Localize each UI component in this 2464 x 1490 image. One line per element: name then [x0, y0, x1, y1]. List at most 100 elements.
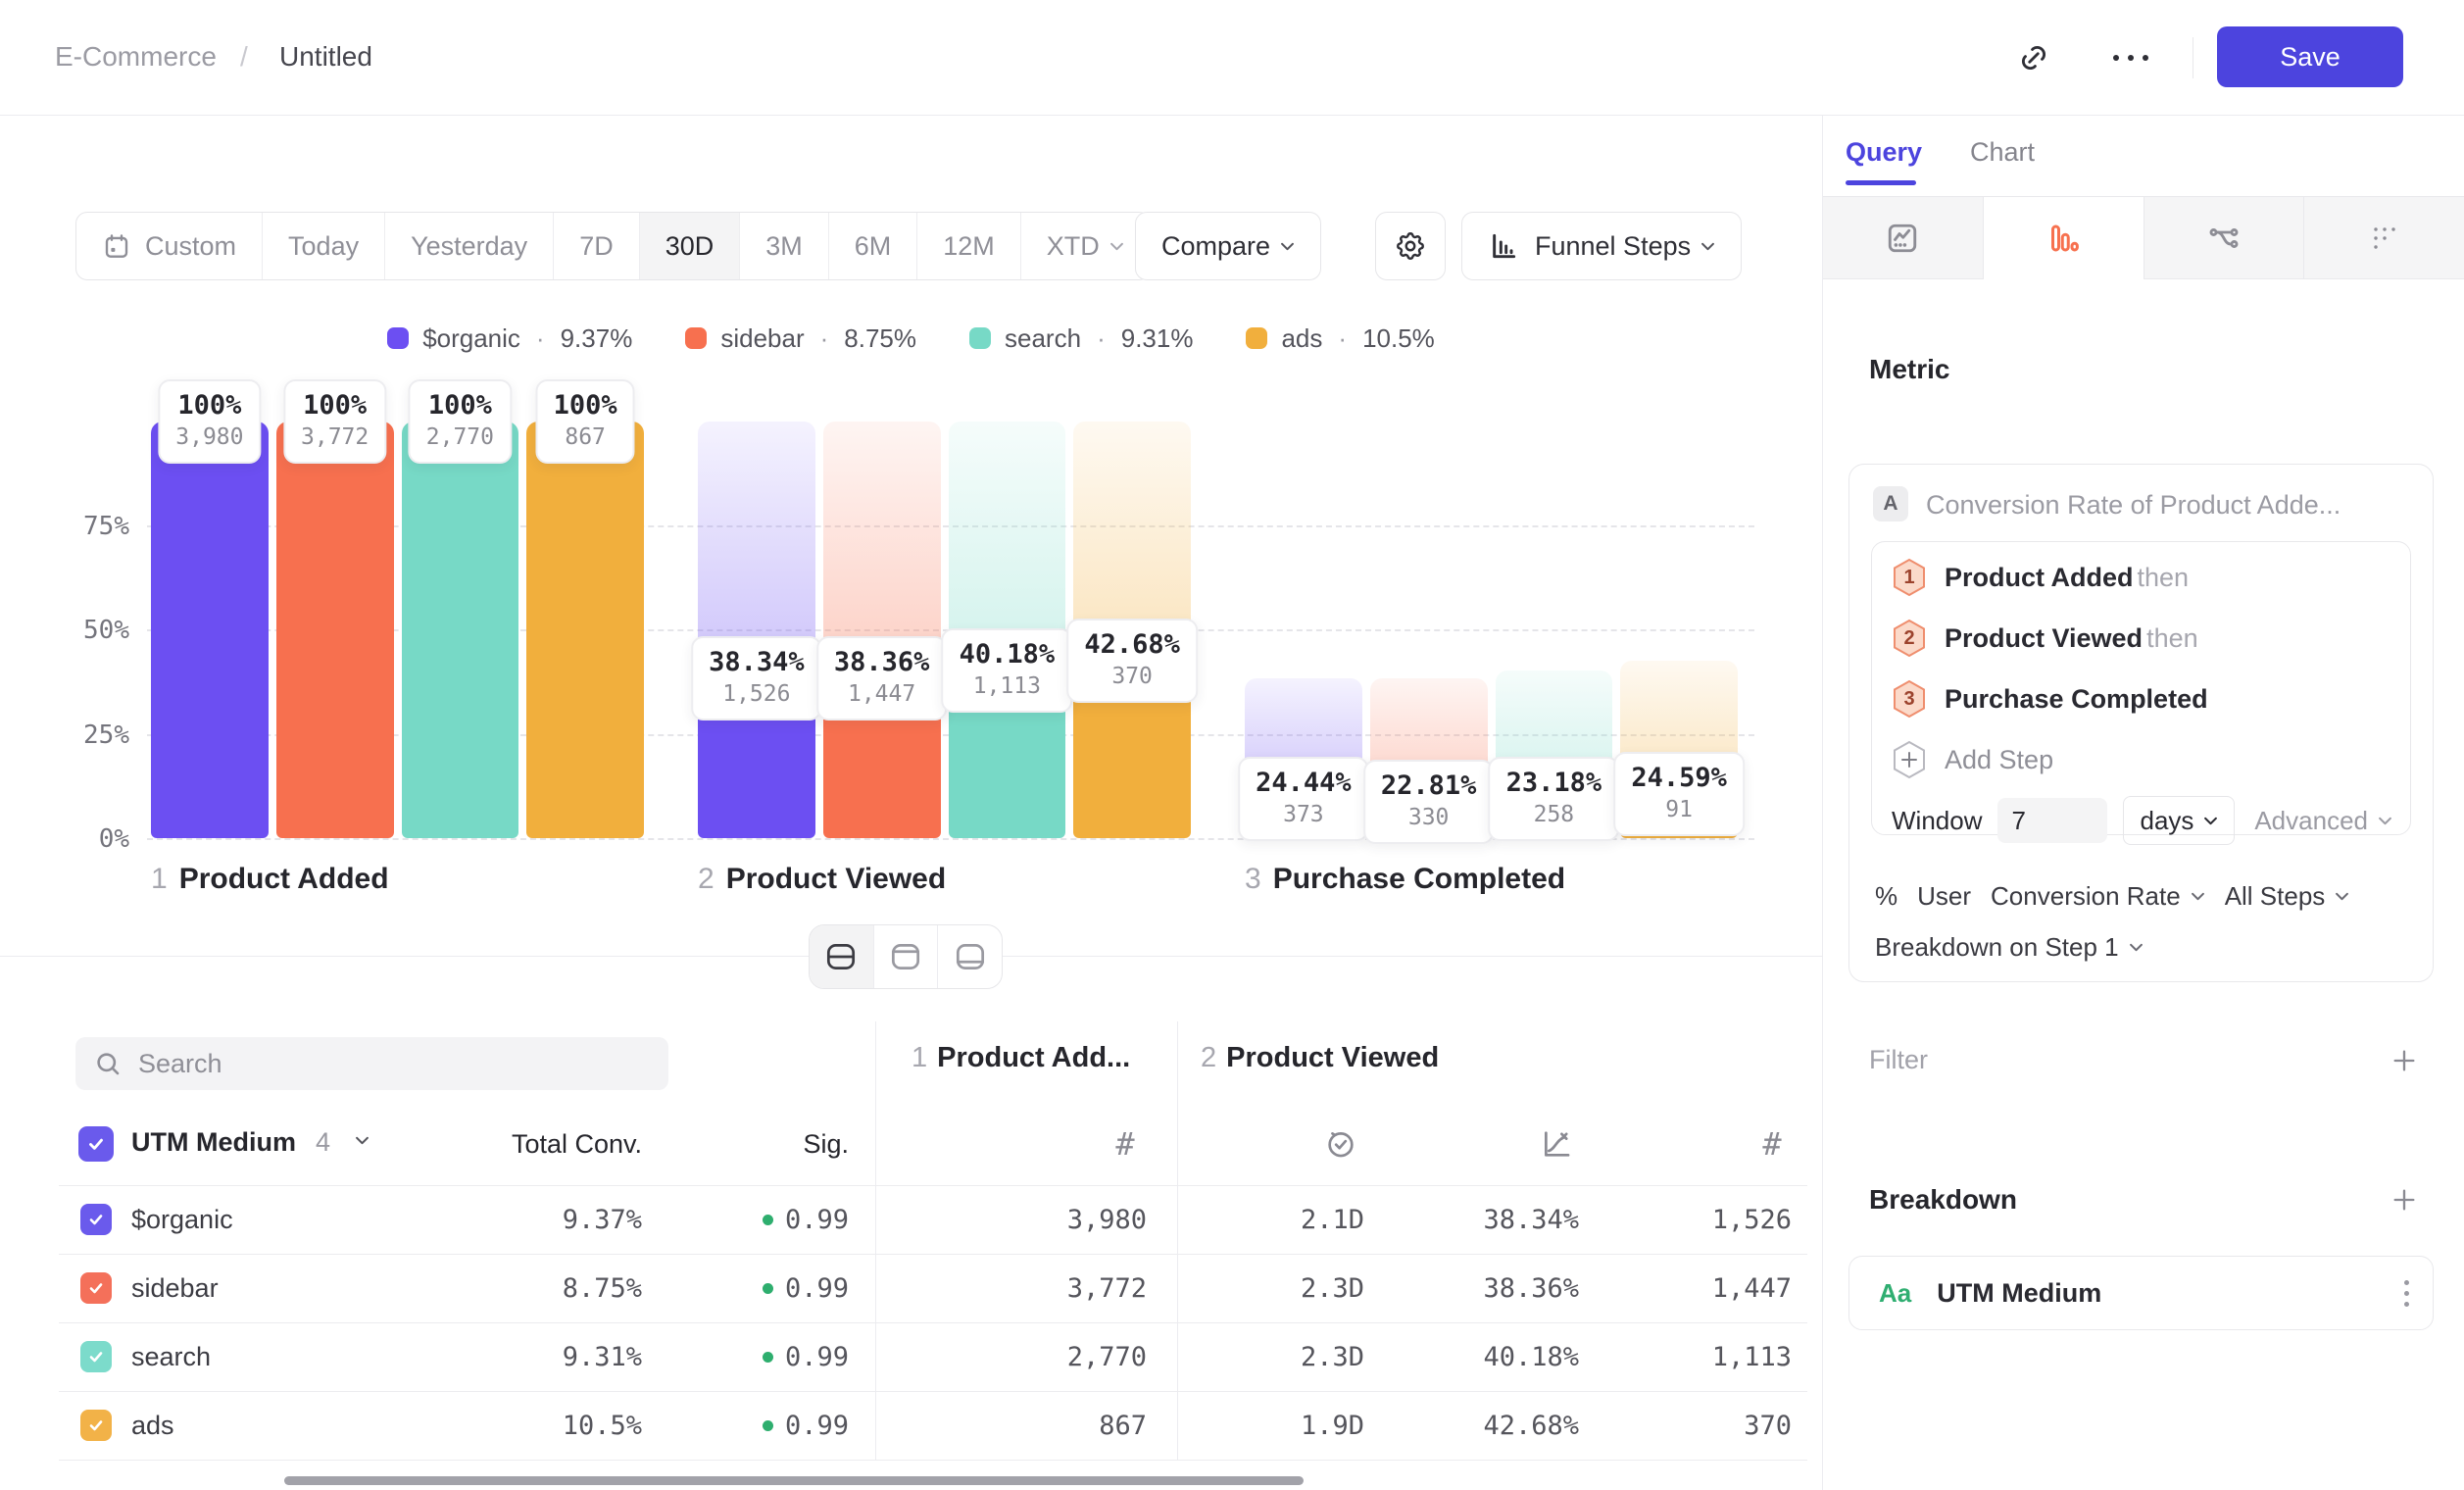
- row-checkbox[interactable]: [80, 1410, 112, 1441]
- breakdown-on-step-selector[interactable]: Breakdown on Step 1: [1875, 927, 2144, 967]
- step2-conv-value: 40.18%: [1411, 1322, 1579, 1391]
- steps-scope-selector[interactable]: All Steps: [2225, 881, 2350, 912]
- funnel-bar[interactable]: 100%2,770: [402, 422, 519, 838]
- significance-value: 0.99: [745, 1185, 849, 1254]
- select-all-checkbox[interactable]: [78, 1126, 114, 1162]
- row-checkbox[interactable]: [80, 1272, 112, 1304]
- step1-count: 867: [970, 1391, 1147, 1460]
- funnel-step-item-2[interactable]: 2 Product Viewedthen: [1872, 608, 2410, 669]
- funnel-bar[interactable]: 24.59%91: [1620, 422, 1738, 838]
- tab-chart[interactable]: Chart: [1970, 137, 2035, 168]
- add-filter-button[interactable]: [2390, 1047, 2418, 1074]
- bar-value-chip: 38.34%1,526: [691, 636, 822, 720]
- layout-split-button[interactable]: [810, 925, 874, 988]
- insights-report-tab[interactable]: [1823, 197, 1984, 278]
- compare-button[interactable]: Compare: [1135, 212, 1321, 280]
- horizontal-scrollbar-thumb[interactable]: [284, 1476, 1304, 1485]
- copy-link-button[interactable]: [2006, 30, 2061, 85]
- search-input[interactable]: [138, 1049, 628, 1079]
- funnel-converted-bar: [276, 422, 394, 838]
- funnel-step-item-1[interactable]: 1 Product Addedthen: [1872, 547, 2410, 608]
- funnel-bar[interactable]: 24.44%373: [1245, 422, 1362, 838]
- breadcrumb-page-title[interactable]: Untitled: [279, 41, 372, 73]
- layout-table-only-button[interactable]: [938, 925, 1002, 988]
- avg-time-column-icon[interactable]: [1311, 1120, 1370, 1167]
- date-range-12m[interactable]: 12M: [917, 213, 1021, 279]
- date-range-3m[interactable]: 3M: [740, 213, 829, 279]
- filter-section: Filter: [1869, 1045, 2418, 1075]
- add-step-button[interactable]: Add Step: [1872, 729, 2410, 790]
- funnel-step-item-3[interactable]: 3 Purchase Completed: [1872, 669, 2410, 729]
- funnel-bar[interactable]: 42.68%370: [1073, 422, 1191, 838]
- bar-value-chip: 22.81%330: [1363, 760, 1495, 844]
- funnel-bar[interactable]: 40.18%1,113: [949, 422, 1066, 838]
- date-range-6m[interactable]: 6M: [829, 213, 918, 279]
- date-range-custom[interactable]: Custom: [76, 213, 263, 279]
- funnel-bar[interactable]: 100%867: [526, 422, 644, 838]
- row-checkbox[interactable]: [80, 1204, 112, 1235]
- legend-item[interactable]: $organic·9.37%: [387, 323, 632, 354]
- app-window: E-Commerce / Untitled Save: [0, 0, 2464, 1490]
- chevron-down-icon[interactable]: [345, 1136, 370, 1145]
- date-range-today[interactable]: Today: [263, 213, 385, 279]
- total-conv-value: 9.37%: [470, 1185, 642, 1254]
- funnel-converted-bar: [402, 422, 519, 838]
- conversion-column-icon[interactable]: [1527, 1120, 1586, 1167]
- count-column-icon[interactable]: #: [1096, 1120, 1155, 1167]
- funnels-report-tab[interactable]: [1984, 197, 2144, 279]
- bar-value-chip: 100%867: [536, 379, 635, 464]
- flows-icon: [2206, 221, 2242, 256]
- entity-selector[interactable]: User: [1917, 881, 1971, 912]
- date-range-xtd[interactable]: XTD: [1021, 213, 1150, 279]
- query-sidebar: Query Chart: [1822, 116, 2464, 1490]
- table-row-organic[interactable]: $organic 9.37% 0.99 3,980 2.1D 38.34% 1,…: [0, 1185, 1822, 1254]
- date-range-yesterday[interactable]: Yesterday: [385, 213, 554, 279]
- save-button[interactable]: Save: [2217, 26, 2403, 87]
- chart-view-selector[interactable]: Funnel Steps: [1461, 212, 1742, 280]
- count-column-icon[interactable]: #: [1743, 1120, 1801, 1167]
- step-axis-label-1: 1Product Added: [151, 863, 389, 896]
- avg-time-value: 2.3D: [1215, 1322, 1364, 1391]
- significance-header[interactable]: Sig.: [745, 1120, 849, 1167]
- flows-report-tab[interactable]: [2144, 197, 2305, 278]
- breakdown-column-header[interactable]: UTM Medium: [131, 1127, 296, 1158]
- y-tick-0: 0%: [57, 824, 129, 854]
- legend-swatch: [1246, 327, 1267, 349]
- funnel-bar[interactable]: 100%3,980: [151, 422, 269, 838]
- string-property-icon: Aa: [1879, 1278, 1911, 1309]
- window-unit-select[interactable]: days: [2123, 796, 2235, 845]
- retention-icon: [2367, 221, 2402, 256]
- chart-settings-button[interactable]: [1375, 212, 1446, 280]
- add-breakdown-button[interactable]: [2390, 1186, 2418, 1214]
- filter-heading: Filter: [1869, 1045, 1928, 1075]
- breadcrumb-project[interactable]: E-Commerce: [55, 41, 217, 73]
- kebab-menu-icon[interactable]: [2404, 1280, 2409, 1307]
- legend-item[interactable]: sidebar·8.75%: [685, 323, 916, 354]
- funnel-bar[interactable]: 22.81%330: [1370, 422, 1488, 838]
- table-row-sidebar[interactable]: sidebar 8.75% 0.99 3,772 2.3D 38.36% 1,4…: [0, 1254, 1822, 1322]
- retention-report-tab[interactable]: [2304, 197, 2464, 278]
- layout-chart-only-button[interactable]: [874, 925, 939, 988]
- row-checkbox[interactable]: [80, 1341, 112, 1372]
- funnel-bar[interactable]: 23.18%258: [1496, 422, 1613, 838]
- table-row-search[interactable]: search 9.31% 0.99 2,770 2.3D 40.18% 1,11…: [0, 1322, 1822, 1391]
- metric-summary[interactable]: Conversion Rate of Product Adde...: [1926, 490, 2341, 521]
- more-options-button[interactable]: [2103, 30, 2158, 85]
- legend-item[interactable]: ads·10.5%: [1246, 323, 1434, 354]
- window-value-input[interactable]: [1997, 798, 2107, 843]
- date-range-7d[interactable]: 7D: [554, 213, 640, 279]
- metric-type-selector[interactable]: Conversion Rate: [1991, 881, 2205, 912]
- tab-query[interactable]: Query: [1846, 137, 1922, 168]
- legend-item[interactable]: search·9.31%: [969, 323, 1193, 354]
- funnel-bar[interactable]: 100%3,772: [276, 422, 394, 838]
- breakdown-item[interactable]: Aa UTM Medium: [1848, 1256, 2434, 1330]
- funnel-bar[interactable]: 38.36%1,447: [823, 422, 941, 838]
- chevron-down-icon: [2129, 943, 2144, 952]
- bar-value-chip: 24.59%91: [1613, 752, 1745, 836]
- funnel-bar[interactable]: 38.34%1,526: [698, 422, 815, 838]
- date-range-30d-selected[interactable]: 30D: [640, 213, 741, 279]
- advanced-toggle[interactable]: Advanced: [2254, 806, 2392, 836]
- total-conv-header[interactable]: Total Conv.: [470, 1120, 642, 1167]
- table-search[interactable]: [75, 1037, 668, 1090]
- table-row-ads[interactable]: ads 10.5% 0.99 867 1.9D 42.68% 370: [0, 1391, 1822, 1460]
